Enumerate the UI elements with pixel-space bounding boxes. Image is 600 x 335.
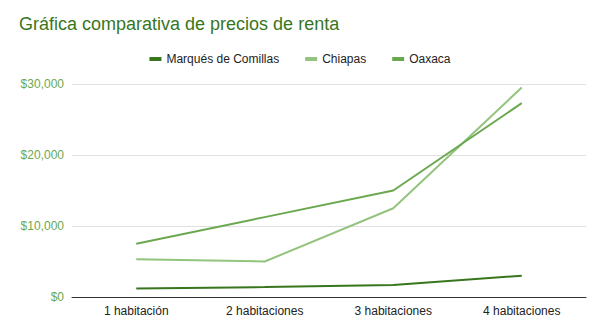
svg-text:$20,000: $20,000 <box>21 148 65 162</box>
svg-text:Marqués de Comillas: Marqués de Comillas <box>166 52 279 66</box>
svg-text:$10,000: $10,000 <box>21 219 65 233</box>
svg-text:$30,000: $30,000 <box>21 77 65 91</box>
svg-text:1 habitación: 1 habitación <box>104 304 169 318</box>
svg-text:2 habitaciones: 2 habitaciones <box>226 304 303 318</box>
svg-text:$0: $0 <box>51 290 65 304</box>
svg-text:3 habitaciones: 3 habitaciones <box>355 304 432 318</box>
svg-text:Chiapas: Chiapas <box>322 52 366 66</box>
svg-text:Gráfica comparativa de precios: Gráfica comparativa de precios de renta <box>19 14 340 34</box>
svg-text:Oaxaca: Oaxaca <box>409 52 451 66</box>
svg-text:4 habitaciones: 4 habitaciones <box>483 304 560 318</box>
